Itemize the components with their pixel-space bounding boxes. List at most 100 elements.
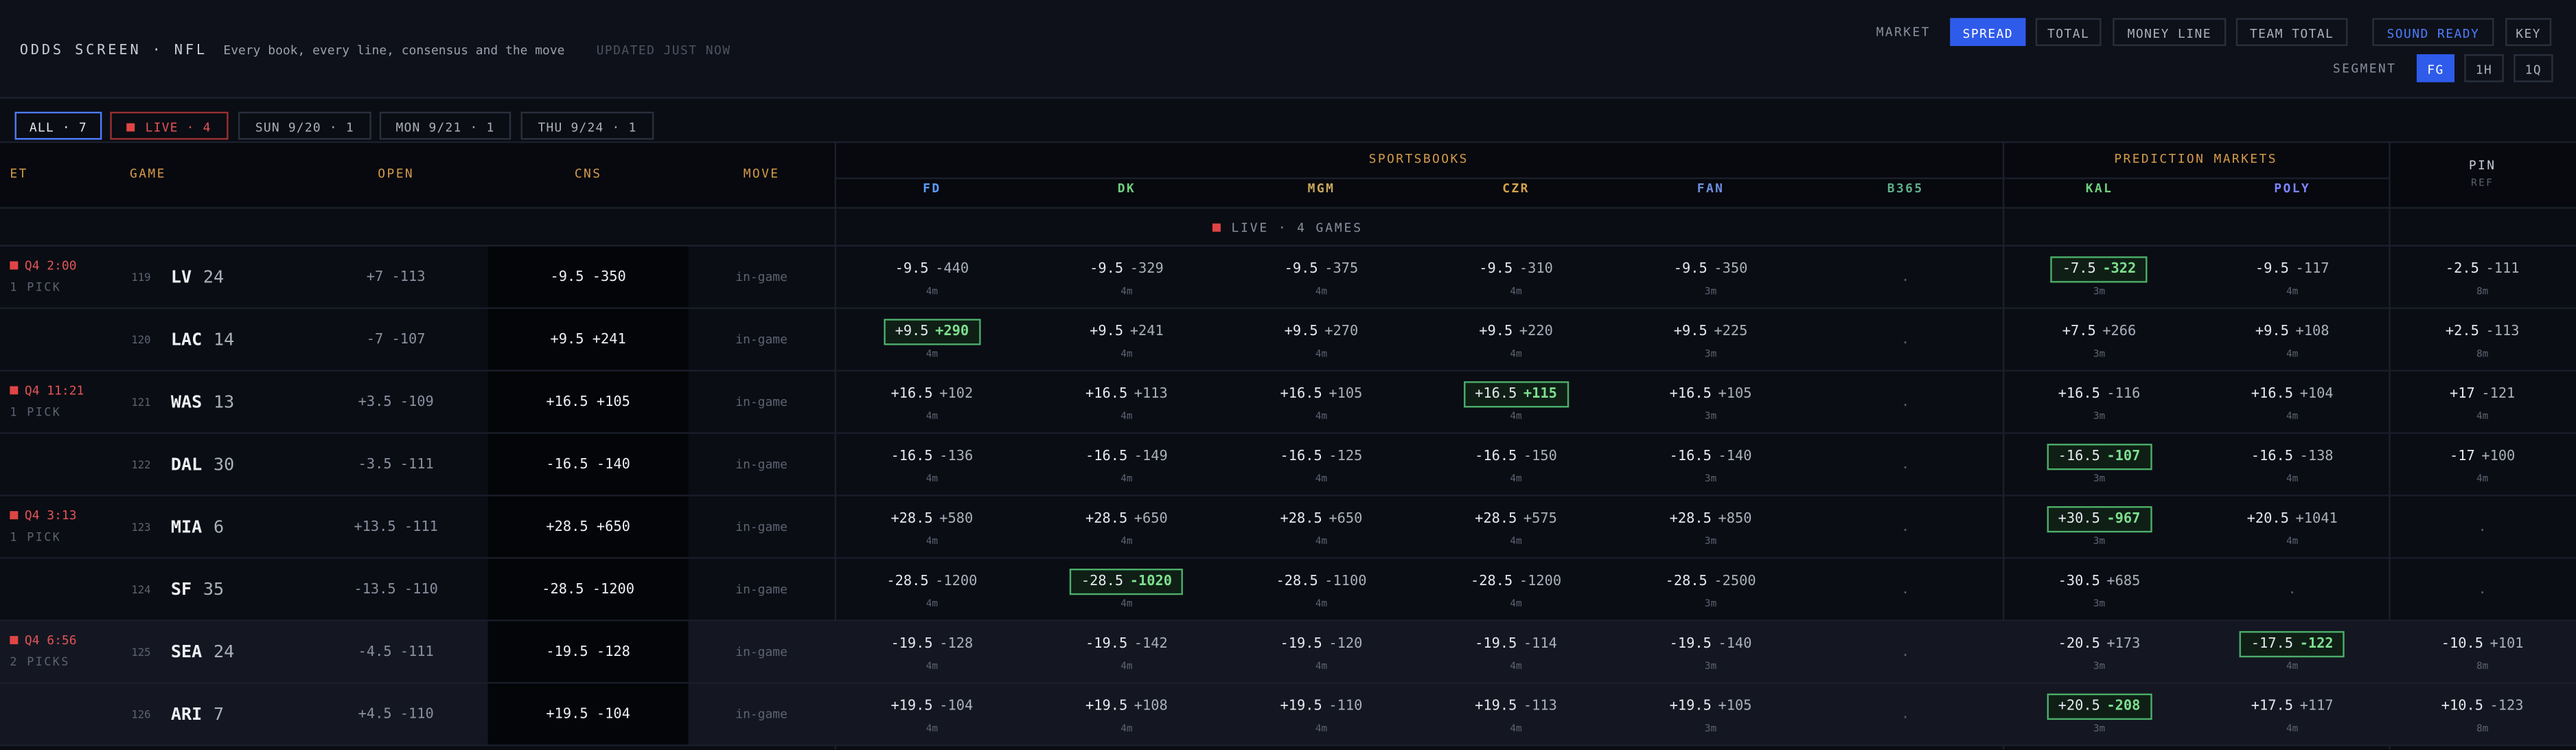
segment-label: SEGMENT <box>2332 60 2397 76</box>
odds-cell: +16.5 +115 <box>1418 381 1613 408</box>
market-button[interactable]: TEAM TOTAL <box>2235 18 2348 47</box>
odds-cell: +19.5 +108 <box>1029 694 1224 720</box>
team-name: WAS <box>170 392 203 413</box>
odds-cell: +28.5 +650 <box>1029 506 1224 532</box>
price-box: -19.5 -114 <box>1475 633 1557 656</box>
section-text: LIVE · 4 GAMES <box>1231 220 1363 236</box>
market-button[interactable]: TOTAL <box>2035 18 2102 47</box>
game-status: Q4 6:56 <box>10 629 77 652</box>
price: +575 <box>1523 511 1557 528</box>
line: +19.5 <box>1475 698 1517 715</box>
segment-button[interactable]: 1Q <box>2514 54 2553 82</box>
open-line: +3.5 -109 <box>358 394 434 411</box>
age: 4m <box>1120 473 1133 485</box>
market-button[interactable]: MONEY LINE <box>2113 18 2227 47</box>
odds-cell: -16.5 -150 <box>1418 444 1613 470</box>
age: 4m <box>2286 348 2299 361</box>
age: 4m <box>925 348 939 361</box>
price-box: -28.5 -1100 <box>1276 570 1366 593</box>
price: -142 <box>1134 636 1168 652</box>
team-name: DAL <box>170 455 203 475</box>
market-button[interactable]: SPREAD <box>1950 18 2026 47</box>
age: 3m <box>1704 473 1717 485</box>
price-box: +2.5 -113 <box>2446 321 2520 344</box>
price: +108 <box>2295 323 2330 341</box>
price-box: -28.5 -2500 <box>1666 570 1756 593</box>
line: -20.5 <box>2058 636 2100 652</box>
line: +16.5 <box>2058 386 2100 403</box>
price-box: -16.5 -140 <box>1670 445 1752 468</box>
age: 4m <box>1315 536 1328 547</box>
odds-cell: -2.5 -111 <box>2389 256 2576 282</box>
cns-cell-bg <box>487 433 689 497</box>
price: +266 <box>2102 323 2137 341</box>
price-box: +28.5 +650 <box>1085 508 1168 531</box>
book-header: B365 <box>1887 181 1924 196</box>
price-box: -19.5 -120 <box>1280 633 1363 656</box>
odds-cell: -9.5 -329 <box>1029 256 1224 282</box>
best-price: -7.5 -322 <box>2050 256 2148 283</box>
line: -28.5 <box>1665 573 1707 591</box>
age: 4m <box>1510 723 1522 735</box>
odds-cell: +20.5 +1041 <box>2196 506 2389 532</box>
age: 4m <box>925 536 939 547</box>
filter-chip[interactable]: MON 9/21 · 1 <box>379 111 511 140</box>
price: +685 <box>2106 573 2141 591</box>
price: -107 <box>2106 448 2141 466</box>
line: +28.5 <box>1669 511 1712 528</box>
filter-chip[interactable]: SUN 9/20 · 1 <box>238 111 371 140</box>
sound-button[interactable]: SOUND READY <box>2372 18 2494 47</box>
col-header: OPEN <box>378 166 415 181</box>
line: +9.5 <box>1673 323 1707 341</box>
book-header: DK <box>1117 181 1136 196</box>
team-score: 30 <box>214 455 235 475</box>
line: +30.5 <box>2058 511 2100 528</box>
odds-cell: -9.5 -310 <box>1418 256 1613 282</box>
price: -375 <box>1324 261 1359 278</box>
odds-cell: -16.5 -136 <box>835 444 1030 470</box>
odds-cell: +19.5 -104 <box>835 694 1030 720</box>
line: -7.5 <box>2062 261 2096 278</box>
age: 3m <box>2093 286 2106 298</box>
segment-button[interactable]: FG <box>2416 54 2454 82</box>
team: LAC 14 <box>171 327 234 353</box>
age: 3m <box>1704 723 1717 735</box>
line: -2.5 <box>2445 261 2479 278</box>
odds-cell: -28.5 -1200 <box>835 569 1030 595</box>
key-button[interactable]: KEY <box>2505 18 2552 47</box>
price: -123 <box>2489 698 2524 715</box>
game-picks: 1 PICK <box>10 530 62 545</box>
game-status: Q4 3:13 <box>10 505 77 528</box>
price: -121 <box>2481 386 2516 403</box>
line: -9.5 <box>1479 261 1513 278</box>
section-label: LIVE · 4 GAMES <box>0 214 2576 243</box>
team: DAL 30 <box>171 452 234 478</box>
open-line: +13.5 -111 <box>354 519 438 536</box>
rotation: 125 <box>131 646 151 659</box>
odds-cell: +16.5 -116 <box>2003 381 2196 407</box>
price-box: +16.5 +104 <box>2251 383 2334 407</box>
age: 3m <box>2093 536 2106 547</box>
odds-cell: -16.5 -149 <box>1029 444 1224 470</box>
odds-cell: -28.5 -1020 <box>1029 568 1224 595</box>
line: +28.5 <box>890 511 933 528</box>
filter-chip[interactable]: ALL · 7 <box>14 111 102 140</box>
filter-chip[interactable]: THU 9/24 · 1 <box>520 111 654 140</box>
empty-cell: . <box>2288 582 2297 597</box>
game-status: Q4 2:00 <box>10 255 77 278</box>
segment-button[interactable]: 1H <box>2464 54 2504 82</box>
team: SF 35 <box>171 577 224 603</box>
filter-chip[interactable]: LIVE · 4 <box>110 111 229 140</box>
odds-cell: +9.5 +270 <box>1224 319 1419 345</box>
price: +108 <box>1134 698 1168 715</box>
move: in-game <box>735 519 787 534</box>
age: 4m <box>1120 723 1133 735</box>
line: +7.5 <box>2062 323 2096 341</box>
line: -28.5 <box>1471 573 1513 591</box>
odds-cell: -9.5 -117 <box>2196 256 2389 282</box>
price: -208 <box>2106 698 2141 715</box>
price-box: +9.5 +220 <box>1479 321 1553 344</box>
filter-label: LIVE · 4 <box>145 120 211 135</box>
price: +117 <box>2299 698 2334 715</box>
odds-cell: -9.5 -375 <box>1224 256 1419 282</box>
